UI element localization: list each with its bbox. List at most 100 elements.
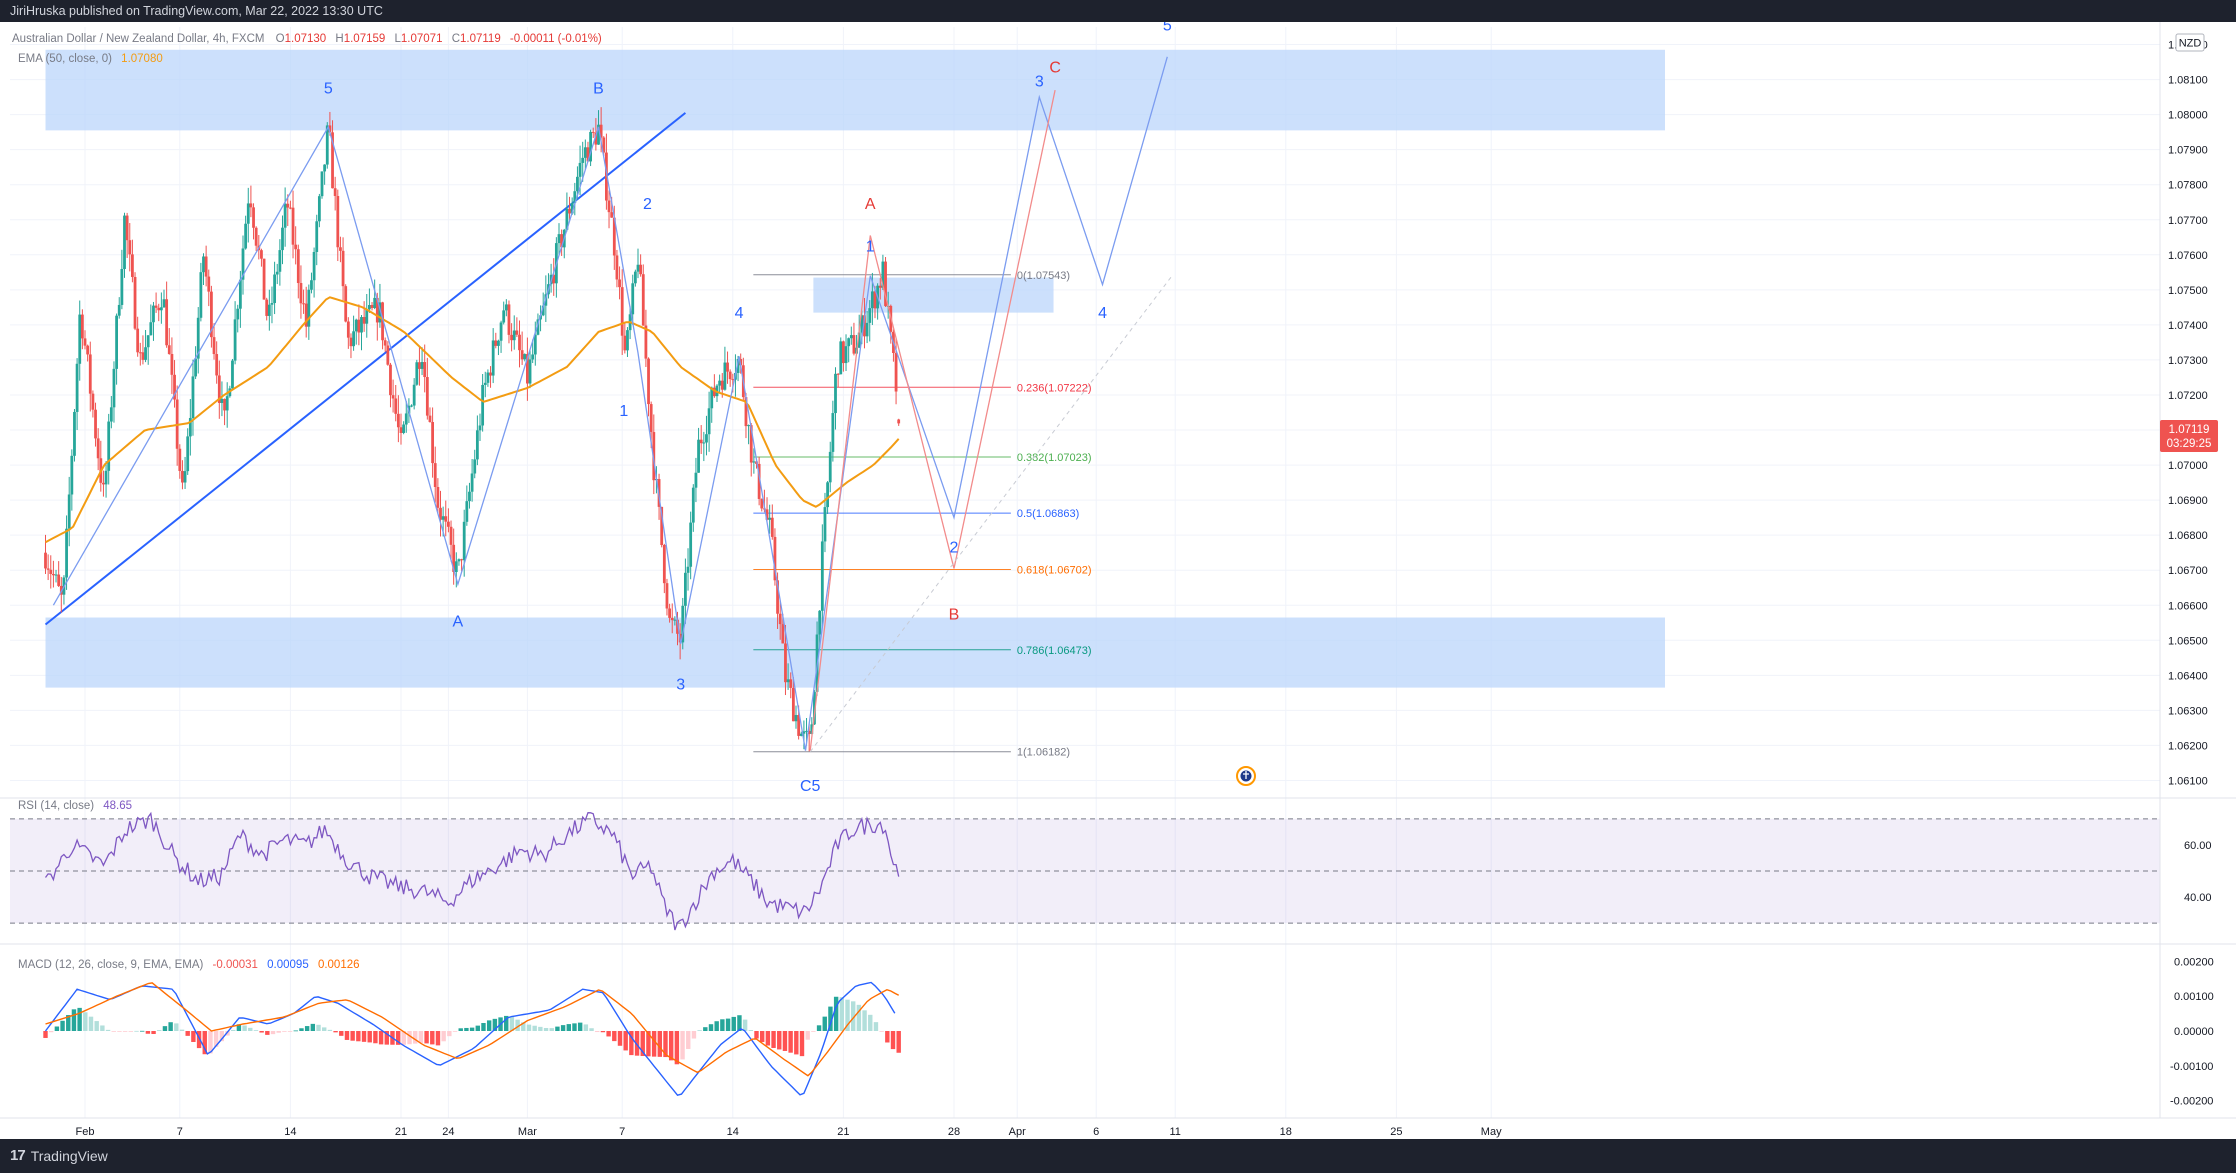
candle-body [860, 315, 864, 333]
candle-body [381, 302, 384, 341]
macd-histogram-bar [384, 1031, 389, 1045]
candle-body [336, 195, 340, 248]
macd-histogram-bar [378, 1031, 384, 1045]
candle-body [494, 340, 498, 346]
candle-body [202, 256, 205, 273]
candle-body [273, 274, 276, 304]
time-tick-label: 21 [837, 1126, 849, 1138]
candle-body [117, 304, 121, 316]
candle-body [723, 362, 727, 390]
time-axis[interactable]: Feb 7 14 21 24 Mar 7 14 21 28 Apr 6 11 18 25 May [0, 1117, 2236, 1138]
macd-histogram-bar [600, 1031, 606, 1033]
candle-body [389, 364, 392, 396]
candle-body [583, 147, 587, 158]
candle-body [159, 307, 163, 311]
candle-body [794, 715, 798, 722]
candle-body [320, 171, 324, 197]
trendline[interactable] [44, 112, 687, 626]
macd-histogram-bar [71, 1009, 77, 1031]
candle-body [573, 191, 577, 204]
price-tick-label: 1.06300 [2168, 705, 2208, 717]
time-tick-label: 14 [284, 1126, 296, 1138]
fibonacci-retracement[interactable]: 0(1.07543) 0.236(1.07222) 0.382(1.07023) 0.… [753, 270, 1092, 759]
macd-histogram-bar [225, 1031, 230, 1036]
candle-body [665, 583, 669, 609]
candle-body [296, 249, 300, 284]
macd-legend-hist: -0.00031 [213, 959, 258, 971]
candle-body [339, 247, 342, 251]
macd-histogram-bar [521, 1022, 526, 1031]
macd-histogram-bar [333, 1031, 338, 1033]
candle-body [773, 536, 777, 581]
news-flag-icon[interactable] [1236, 766, 1256, 786]
macd-histogram-bar [714, 1021, 719, 1031]
elliott-wave-paths[interactable] [52, 56, 1173, 753]
candle-body [691, 487, 695, 523]
macd-histogram-bar [777, 1031, 782, 1050]
time-tick-label: 21 [395, 1126, 407, 1138]
macd-histogram-bar [816, 1025, 822, 1031]
macd-histogram-bar [833, 996, 839, 1031]
macd-histogram-bar [612, 1031, 617, 1042]
candle-body [857, 332, 861, 348]
macd-histogram-bar [458, 1028, 463, 1031]
rsi-pane [10, 811, 2160, 931]
candle-body [523, 354, 527, 360]
price-tick-label: 1.06100 [2168, 775, 2208, 787]
candle-body [275, 271, 279, 275]
candle-body [597, 124, 600, 145]
candle-body [462, 521, 466, 561]
candle-body [807, 730, 811, 734]
candle-body [125, 215, 129, 241]
macd-histogram-bar [657, 1031, 663, 1057]
candle-body [354, 319, 358, 332]
candle-body [649, 404, 653, 433]
candle-body [54, 574, 58, 576]
candle-body [44, 552, 47, 569]
rsi-legend-title: RSI (14, close) [18, 800, 94, 812]
macd-histogram-bar [651, 1031, 657, 1057]
candle-body [660, 506, 664, 545]
time-tick-label: 6 [1093, 1126, 1099, 1138]
candle-body [676, 619, 679, 634]
tradingview-logo[interactable]: 17 TradingView [10, 1147, 108, 1164]
candle-body [291, 207, 295, 245]
macd-histogram-bar [373, 1031, 378, 1044]
candle-body [778, 613, 782, 625]
macd-histogram-bar [555, 1026, 560, 1031]
macd-tick-label: 0.00000 [2174, 1026, 2214, 1038]
candle-body [731, 379, 735, 381]
chart-area[interactable]: 0(1.07543) 0.236(1.07222) 0.382(1.07023) 0.… [0, 22, 2236, 1139]
candle-body [244, 223, 248, 249]
candle-body [241, 248, 245, 280]
macd-histogram-bar [486, 1020, 492, 1031]
price-axis[interactable]: 1.082001.081001.080001.079001.078001.077… [2159, 22, 2214, 1118]
time-tick-label: 14 [727, 1126, 739, 1138]
macd-histogram-bar [720, 1019, 725, 1031]
macd-histogram-bar [100, 1025, 105, 1031]
currency-badge[interactable]: NZD [2175, 33, 2205, 52]
macd-legend-macd: 0.00095 [267, 959, 309, 971]
macd-histogram-bar [868, 1014, 873, 1031]
candle-body [252, 207, 255, 228]
fib-label-0.382: 0.382(1.07023) [1017, 452, 1092, 464]
candle-body [504, 304, 508, 311]
macd-histogram-bar [640, 1031, 645, 1056]
price-tick-label: 1.06600 [2168, 600, 2208, 612]
candle-body [260, 250, 263, 259]
fib-label-0: 0(1.07543) [1017, 270, 1070, 282]
candle-body [149, 322, 153, 336]
candle-body [286, 203, 290, 208]
price-tick-label: 1.06200 [2168, 740, 2208, 752]
time-tick-label: Feb [76, 1126, 95, 1138]
candle-body [249, 203, 253, 208]
candle-body [91, 393, 95, 410]
candle-body [623, 335, 627, 351]
macd-histogram-bar [157, 1030, 162, 1031]
candle-body [752, 461, 756, 463]
macd-histogram-bar [236, 1024, 242, 1031]
candle-body [65, 528, 68, 578]
fib-label-0.786: 0.786(1.06473) [1017, 645, 1092, 657]
candle-body [799, 733, 803, 736]
chart-canvas[interactable]: 0(1.07543) 0.236(1.07222) 0.382(1.07023) 0.… [0, 22, 2236, 1139]
